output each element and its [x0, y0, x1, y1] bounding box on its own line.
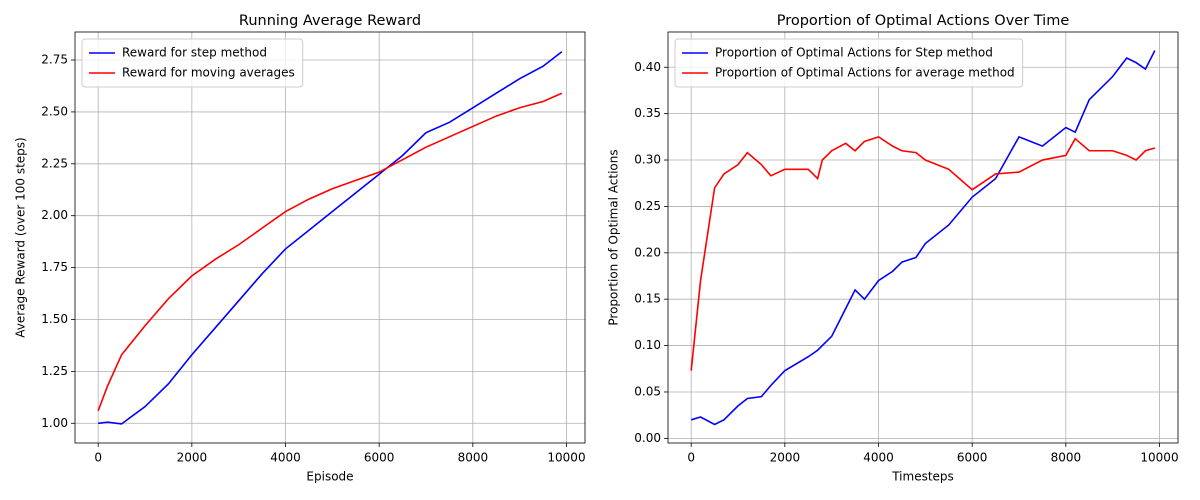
- x-tick-label: 4000: [863, 451, 894, 465]
- x-tick-label: 0: [94, 451, 102, 465]
- x-axis-label: Episode: [306, 470, 353, 484]
- x-tick-label: 0: [687, 451, 695, 465]
- y-tick-label: 0.25: [634, 199, 661, 213]
- y-tick-label: 1.00: [41, 416, 68, 430]
- y-tick-label: 0.05: [634, 384, 661, 398]
- legend-label: Reward for moving averages: [122, 66, 295, 80]
- plot-frame: [74, 31, 586, 444]
- y-tick-label: 1.75: [41, 260, 68, 274]
- legend-box: [81, 38, 304, 88]
- line: [690, 135, 1156, 371]
- y-tick-label: 1.25: [41, 364, 68, 378]
- y-tick-label: 1.50: [41, 312, 68, 326]
- x-tick-label: 2000: [177, 451, 208, 465]
- x-tick-label: 2000: [770, 451, 801, 465]
- y-axis-label: Proportion of Optimal Actions: [607, 149, 621, 325]
- legend: Proportion of Optimal Actions for Step m…: [674, 38, 1024, 88]
- x-tick-label: 8000: [458, 451, 489, 465]
- legend-label: Proportion of Optimal Actions for averag…: [715, 66, 1015, 80]
- line: [97, 92, 563, 412]
- y-tick-label: 0.00: [634, 431, 661, 445]
- chart-title: Running Average Reward: [239, 13, 421, 29]
- legend-box: [674, 38, 1024, 88]
- plot-frame: [667, 31, 1179, 444]
- y-tick-label: 0.30: [634, 153, 661, 167]
- y-tick-label: 0.40: [634, 60, 661, 74]
- y-tick-label: 2.75: [41, 53, 68, 67]
- legend-label: Reward for step method: [122, 46, 267, 60]
- y-tick-label: 2.50: [41, 104, 68, 118]
- x-tick-label: 10000: [547, 451, 585, 465]
- y-tick-label: 2.25: [41, 156, 68, 170]
- legend: Reward for step method Reward for moving …: [81, 38, 304, 88]
- y-tick-label: 0.10: [634, 338, 661, 352]
- x-tick-label: 4000: [270, 451, 301, 465]
- line: [98, 51, 563, 425]
- line: [690, 50, 1156, 426]
- y-tick-label: 0.35: [634, 106, 661, 120]
- chart-title: Proportion of Optimal Actions Over Time: [777, 13, 1070, 29]
- y-axis-label: Average Reward (over 100 steps): [14, 137, 28, 337]
- x-tick-label: 6000: [364, 451, 395, 465]
- x-tick-label: 6000: [957, 451, 988, 465]
- x-tick-label: 10000: [1140, 451, 1178, 465]
- x-axis-label: Timesteps: [891, 470, 954, 484]
- y-tick-label: 0.15: [634, 292, 661, 306]
- y-tick-label: 0.20: [634, 245, 661, 259]
- y-tick-label: 2.00: [41, 208, 68, 222]
- legend-label: Proportion of Optimal Actions for Step m…: [715, 46, 993, 60]
- x-tick-label: 8000: [1051, 451, 1082, 465]
